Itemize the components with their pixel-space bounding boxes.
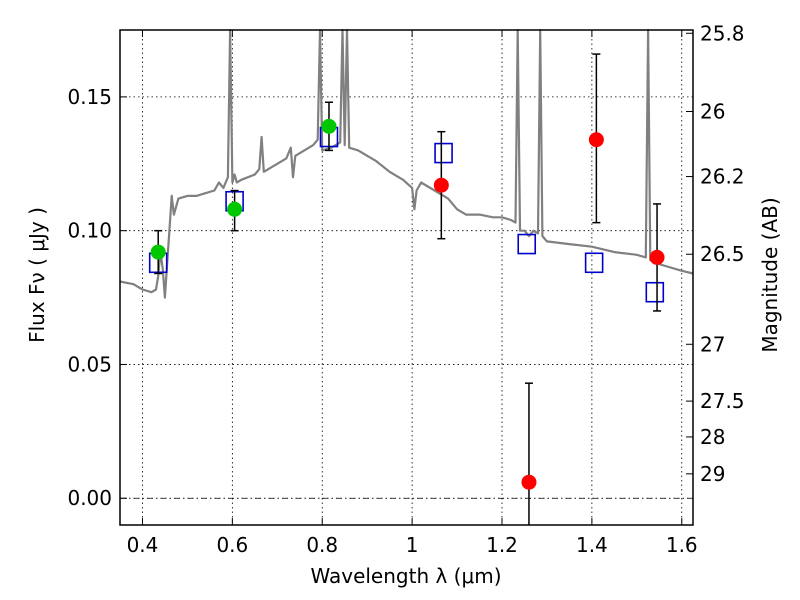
x-tick-label: 0.4 — [127, 533, 159, 557]
right-axis-label: Magnitude (AB) — [758, 197, 782, 352]
right-tick-label: 26.2 — [700, 165, 745, 189]
axis-ticks: 0.4 0.6 0.8 1 1.2 1.4 1.6 0.00 0.05 0.10 0.15 25.8 2… — [67, 21, 744, 557]
x-tick-label: 1.4 — [576, 533, 608, 557]
x-tick-label: 0.6 — [216, 533, 248, 557]
model-photometry-square — [434, 142, 453, 164]
model-photometry-square — [645, 281, 665, 303]
model-spectrum-line — [119, 28, 694, 299]
x-tick-label: 1.6 — [666, 533, 698, 557]
y-tick-label: 0.15 — [67, 85, 112, 109]
right-tick-label: 29 — [700, 462, 725, 486]
green-data-point — [150, 244, 166, 260]
x-tick-label: 1.2 — [486, 533, 518, 557]
right-tick-label: 26 — [700, 99, 725, 123]
y-tick-label: 0.05 — [67, 352, 112, 376]
right-tick-label: 26.5 — [700, 242, 745, 266]
x-axis-label: Wavelength λ (μm) — [310, 564, 501, 588]
data-points — [148, 53, 665, 525]
green-data-point — [227, 201, 243, 217]
y-tick-label: 0.00 — [67, 486, 112, 510]
right-tick-label: 28 — [700, 425, 725, 449]
grid — [120, 30, 693, 525]
right-tick-label: 27.5 — [700, 389, 745, 413]
model-spectrum — [119, 28, 694, 299]
x-tick-label: 1 — [406, 533, 419, 557]
y-axis-label: Flux Fν ( μJy ) — [25, 207, 49, 343]
y-tick-label: 0.10 — [67, 219, 112, 243]
green-data-point — [321, 118, 337, 134]
red-data-point — [433, 177, 449, 193]
x-tick-label: 0.8 — [306, 533, 338, 557]
model-photometry-square — [517, 233, 537, 255]
red-data-point — [649, 249, 665, 265]
red-data-point — [521, 474, 537, 490]
plot-frame — [119, 29, 694, 526]
red-data-point — [588, 132, 604, 148]
model-photometry-square — [584, 252, 604, 274]
right-tick-label: 25.8 — [700, 21, 745, 45]
right-tick-label: 27 — [700, 332, 725, 356]
